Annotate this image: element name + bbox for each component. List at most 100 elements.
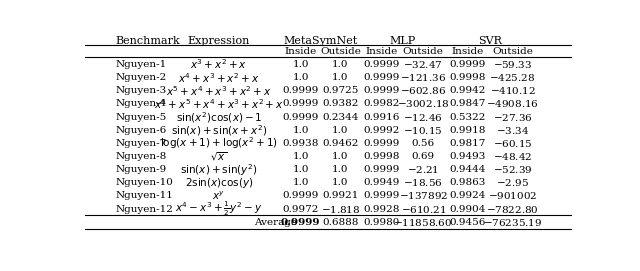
Text: 0.9999: 0.9999 <box>282 86 319 95</box>
Text: $-$610.21: $-$610.21 <box>401 204 446 215</box>
Text: 0.9972: 0.9972 <box>282 205 319 214</box>
Text: $-$60.15: $-$60.15 <box>493 138 532 149</box>
Text: Nguyen-10: Nguyen-10 <box>116 178 173 187</box>
Text: 0.9999: 0.9999 <box>364 139 400 148</box>
Text: $-$52.39: $-$52.39 <box>493 164 532 175</box>
Text: 0.9928: 0.9928 <box>364 205 400 214</box>
Text: $-$901002: $-$901002 <box>488 191 537 202</box>
Text: Inside: Inside <box>285 47 317 56</box>
Text: Inside: Inside <box>452 47 484 56</box>
Text: 0.9462: 0.9462 <box>322 139 358 148</box>
Text: 0.9999: 0.9999 <box>281 218 321 227</box>
Text: Nguyen-11: Nguyen-11 <box>116 192 173 201</box>
Text: 0.9999: 0.9999 <box>364 192 400 201</box>
Text: 0.9999: 0.9999 <box>282 99 319 108</box>
Text: SVR: SVR <box>478 36 502 46</box>
Text: 0.9999: 0.9999 <box>364 86 400 95</box>
Text: $\sin(x)+\sin(x+x^2)$: $\sin(x)+\sin(x+x^2)$ <box>171 123 267 138</box>
Text: 1.0: 1.0 <box>292 165 309 174</box>
Text: 1.0: 1.0 <box>332 126 349 135</box>
Text: 0.9493: 0.9493 <box>450 152 486 161</box>
Text: $-$32.47: $-$32.47 <box>403 59 443 70</box>
Text: 1.0: 1.0 <box>292 60 309 69</box>
Text: 0.9904: 0.9904 <box>450 205 486 214</box>
Text: $-$410.12: $-$410.12 <box>490 85 536 96</box>
Text: 0.9924: 0.9924 <box>450 192 486 201</box>
Text: Nguyen-4: Nguyen-4 <box>116 99 167 108</box>
Text: $-$11858.60: $-$11858.60 <box>394 217 453 228</box>
Text: $2\sin(x)\cos(y)$: $2\sin(x)\cos(y)$ <box>185 176 253 190</box>
Text: $x^5+x^4+x^3+x^2+x$: $x^5+x^4+x^3+x^2+x$ <box>166 84 272 98</box>
Text: 1.0: 1.0 <box>332 178 349 187</box>
Text: 0.9980: 0.9980 <box>364 218 400 227</box>
Text: $-$137892: $-$137892 <box>399 191 448 202</box>
Text: 1.0: 1.0 <box>292 73 309 82</box>
Text: 0.9992: 0.9992 <box>364 126 400 135</box>
Text: MetaSymNet: MetaSymNet <box>284 36 358 46</box>
Text: $-$3.34: $-$3.34 <box>496 125 529 136</box>
Text: 0.9916: 0.9916 <box>364 113 400 122</box>
Text: Outside: Outside <box>492 47 533 56</box>
Text: 0.9999: 0.9999 <box>364 165 400 174</box>
Text: 0.56: 0.56 <box>412 139 435 148</box>
Text: $-$2.95: $-$2.95 <box>496 177 529 188</box>
Text: 1.0: 1.0 <box>292 126 309 135</box>
Text: 0.9456: 0.9456 <box>450 218 486 227</box>
Text: 0.6888: 0.6888 <box>322 218 358 227</box>
Text: $-$12.46: $-$12.46 <box>403 112 443 122</box>
Text: $x^6+x^5+x^4+x^3+x^2+x$: $x^6+x^5+x^4+x^3+x^2+x$ <box>154 97 284 111</box>
Text: $-$602.86: $-$602.86 <box>400 85 446 96</box>
Text: 0.9938: 0.9938 <box>282 139 319 148</box>
Text: 0.9999: 0.9999 <box>282 113 319 122</box>
Text: 0.9999: 0.9999 <box>364 60 400 69</box>
Text: $-$121.36: $-$121.36 <box>400 72 447 83</box>
Text: 0.9918: 0.9918 <box>450 126 486 135</box>
Text: $\log(x+1)+\log(x^2+1)$: $\log(x+1)+\log(x^2+1)$ <box>160 136 278 151</box>
Text: Nguyen-7: Nguyen-7 <box>116 139 167 148</box>
Text: 0.9999: 0.9999 <box>282 192 319 201</box>
Text: $x^4-x^3+\frac{1}{2}y^2-y$: $x^4-x^3+\frac{1}{2}y^2-y$ <box>175 200 262 218</box>
Text: 1.0: 1.0 <box>292 152 309 161</box>
Text: Nguyen-12: Nguyen-12 <box>116 205 173 214</box>
Text: 0.9921: 0.9921 <box>322 192 358 201</box>
Text: 0.9382: 0.9382 <box>322 99 358 108</box>
Text: 0.2344: 0.2344 <box>322 113 358 122</box>
Text: $-$3002.18: $-$3002.18 <box>397 98 450 109</box>
Text: $-$48.42: $-$48.42 <box>493 151 532 162</box>
Text: MLP: MLP <box>389 36 415 46</box>
Text: Nguyen-2: Nguyen-2 <box>116 73 167 82</box>
Text: Nguyen-3: Nguyen-3 <box>116 86 167 95</box>
Text: Average: Average <box>253 218 297 227</box>
Text: $-$7822.80: $-$7822.80 <box>486 204 539 215</box>
Text: $x^y$: $x^y$ <box>212 190 225 202</box>
Text: 1.0: 1.0 <box>292 178 309 187</box>
Text: $-$4908.16: $-$4908.16 <box>486 98 539 109</box>
Text: Nguyen-8: Nguyen-8 <box>116 152 167 161</box>
Text: $\sin(x)+\sin(y^2)$: $\sin(x)+\sin(y^2)$ <box>180 162 257 178</box>
Text: Nguyen-5: Nguyen-5 <box>116 113 167 122</box>
Text: $x^3+x^2+x$: $x^3+x^2+x$ <box>190 58 248 72</box>
Text: $-$2.21: $-$2.21 <box>407 164 439 175</box>
Text: 0.9863: 0.9863 <box>450 178 486 187</box>
Text: $-$18.56: $-$18.56 <box>403 177 443 188</box>
Text: 0.9847: 0.9847 <box>450 99 486 108</box>
Text: 0.69: 0.69 <box>412 152 435 161</box>
Text: Benchmark: Benchmark <box>116 36 180 46</box>
Text: 1.0: 1.0 <box>332 73 349 82</box>
Text: $-$76235.19: $-$76235.19 <box>483 217 542 228</box>
Text: Expression: Expression <box>188 36 250 46</box>
Text: $-$1.818: $-$1.818 <box>321 204 360 215</box>
Text: $\sin(x^2)\cos(x)-1$: $\sin(x^2)\cos(x)-1$ <box>175 110 262 124</box>
Text: 0.5322: 0.5322 <box>450 113 486 122</box>
Text: 1.0: 1.0 <box>332 152 349 161</box>
Text: Nguyen-6: Nguyen-6 <box>116 126 167 135</box>
Text: 0.9949: 0.9949 <box>364 178 400 187</box>
Text: 1.0: 1.0 <box>332 165 349 174</box>
Text: 0.9998: 0.9998 <box>450 73 486 82</box>
Text: Outside: Outside <box>403 47 444 56</box>
Text: $-$27.36: $-$27.36 <box>493 112 532 122</box>
Text: 0.9998: 0.9998 <box>364 152 400 161</box>
Text: $-$10.15: $-$10.15 <box>403 125 443 136</box>
Text: $\sqrt{x}$: $\sqrt{x}$ <box>210 150 228 163</box>
Text: Inside: Inside <box>365 47 397 56</box>
